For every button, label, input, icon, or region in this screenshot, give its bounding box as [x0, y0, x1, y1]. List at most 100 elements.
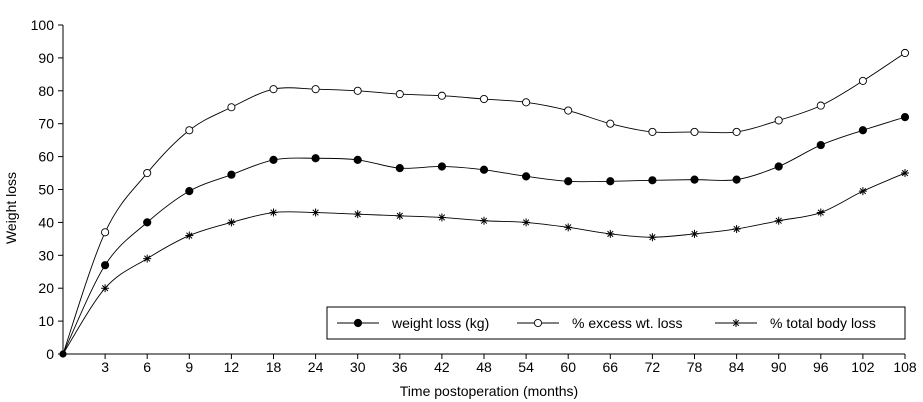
x-tick-label: 30 — [350, 359, 366, 375]
x-tick-label: 54 — [518, 359, 534, 375]
y-tick-label: 0 — [46, 346, 54, 362]
y-tick-label: 60 — [38, 149, 54, 165]
data-point — [353, 86, 362, 95]
legend-item: % excess wt. loss — [517, 315, 682, 331]
data-point — [395, 164, 404, 173]
y-tick-label: 80 — [38, 83, 54, 99]
y-tick-label: 40 — [38, 214, 54, 230]
data-point — [774, 116, 783, 125]
data-point — [479, 94, 489, 104]
data-point — [690, 127, 699, 136]
data-point — [437, 162, 446, 171]
data-point — [311, 208, 320, 217]
x-tick-label: 78 — [687, 359, 703, 375]
data-point — [606, 177, 615, 186]
data-point — [858, 126, 868, 135]
data-point — [353, 210, 362, 219]
y-ticks: 0 10 20 30 40 50 60 70 80 90 100 — [31, 17, 63, 362]
data-point — [858, 76, 867, 85]
data-point — [522, 172, 531, 181]
x-tick-label: 24 — [308, 359, 324, 375]
legend-label: % total body loss — [770, 315, 876, 331]
data-point — [143, 168, 152, 178]
x-axis: 3 6 9 12 18 24 30 36 42 48 54 60 66 72 78 84 90 96 102 108 … — [63, 353, 917, 399]
data-point — [101, 261, 110, 270]
data-point — [269, 208, 278, 217]
x-tick-label: 72 — [645, 359, 661, 375]
data-point — [522, 98, 531, 107]
y-tick-label: 100 — [31, 17, 55, 33]
data-point — [648, 176, 657, 185]
data-point — [606, 119, 615, 128]
x-tick-label: 12 — [224, 359, 240, 375]
data-point — [143, 218, 152, 227]
series-layer — [59, 48, 910, 358]
legend: weight loss (kg) % excess wt. loss % total… — [326, 306, 906, 340]
legend-marker — [353, 318, 363, 328]
x-tick-label: 36 — [392, 359, 408, 375]
y-tick-label: 20 — [38, 280, 54, 296]
data-point — [901, 169, 909, 178]
x-axis-label: Time postoperation (months) — [400, 383, 578, 399]
x-tick-label: 102 — [851, 359, 875, 375]
x-tick-label: 18 — [266, 359, 282, 375]
series-3 — [62, 169, 909, 355]
y-tick-label: 70 — [38, 116, 54, 132]
data-point — [900, 113, 910, 122]
data-point — [143, 254, 152, 263]
data-point — [774, 216, 783, 225]
x-tick-label: 84 — [729, 359, 745, 375]
y-tick-label: 50 — [38, 182, 54, 198]
data-point — [732, 224, 741, 233]
y-tick-label: 30 — [38, 247, 54, 263]
legend-marker — [732, 319, 740, 327]
data-point — [732, 127, 741, 136]
data-point — [816, 140, 825, 150]
data-point — [185, 126, 194, 135]
data-point — [648, 233, 657, 242]
x-tick-label: 60 — [560, 359, 576, 375]
y-axis: 0 10 20 30 40 50 60 70 80 90 100 Weight loss — [3, 17, 64, 362]
x-tick-label: 48 — [476, 359, 492, 375]
data-point — [900, 48, 910, 58]
x-tick-label: 96 — [813, 359, 829, 375]
data-point — [437, 213, 446, 222]
data-point — [269, 85, 278, 94]
y-axis-label: Weight loss — [3, 172, 19, 244]
data-point — [480, 216, 488, 225]
data-point — [690, 229, 699, 238]
data-point — [227, 218, 236, 227]
data-point — [522, 218, 531, 227]
origin-point — [59, 350, 67, 358]
legend-marker — [533, 318, 543, 328]
series-2 — [62, 48, 910, 355]
data-point — [185, 187, 194, 196]
data-point — [479, 165, 489, 174]
data-point — [606, 229, 615, 238]
x-tick-label: 108 — [893, 359, 917, 375]
data-point — [732, 175, 741, 184]
data-point — [648, 127, 657, 136]
data-point — [353, 155, 362, 164]
x-tick-label: 6 — [143, 359, 151, 375]
legend-box — [326, 306, 906, 340]
x-tick-label: 90 — [771, 359, 787, 375]
data-point — [395, 211, 404, 220]
data-point — [311, 85, 320, 94]
x-tick-label: 3 — [101, 359, 109, 375]
series-1 — [62, 113, 910, 355]
legend-label: % excess wt. loss — [572, 315, 682, 331]
x-tick-label: 9 — [185, 359, 193, 375]
y-tick-label: 10 — [38, 313, 54, 329]
data-point — [101, 284, 110, 293]
data-point — [564, 106, 573, 115]
legend-item: weight loss (kg) — [337, 315, 489, 331]
data-point — [437, 91, 446, 100]
data-point — [185, 231, 194, 240]
data-point — [564, 177, 573, 186]
data-point — [269, 155, 278, 164]
x-tick-label: 42 — [434, 359, 450, 375]
data-point — [227, 170, 236, 179]
data-point — [101, 228, 110, 237]
